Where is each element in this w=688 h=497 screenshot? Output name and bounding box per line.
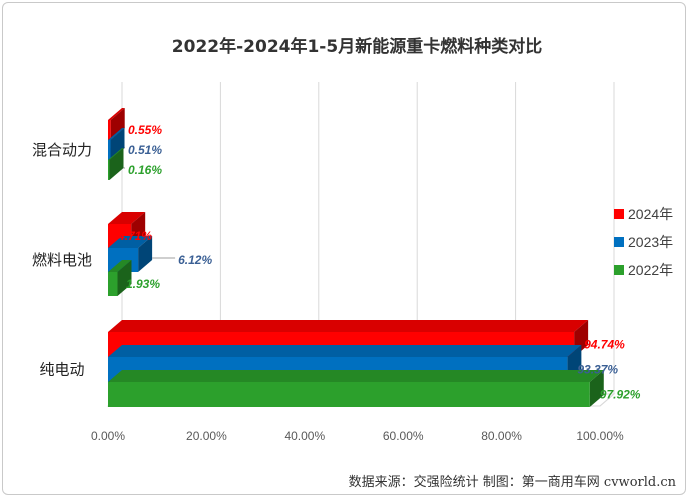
x-tick-label: 0.00% <box>91 429 125 443</box>
bar-side-face <box>589 370 604 407</box>
bar <box>108 160 110 180</box>
bar-top-face <box>108 370 604 382</box>
bar-side-face <box>138 236 153 272</box>
source-note: 数据来源：交强险统计 制图：第一商用车网 cvworld.cn <box>349 474 677 490</box>
data-label: 97.92% <box>600 388 641 402</box>
data-label: 1.93% <box>126 277 160 291</box>
data-label: 4.71% <box>117 229 152 243</box>
bar <box>108 382 590 407</box>
bar-top-face <box>108 345 582 357</box>
x-tick-label: 60.00% <box>383 429 424 443</box>
bar-top-face <box>108 260 132 272</box>
bar-side-face <box>110 108 125 140</box>
legend: 2024年 2023年 2022年 <box>614 206 673 278</box>
bars <box>108 108 604 407</box>
bar-side-face <box>109 148 124 180</box>
category-label: 混合动力 <box>32 141 92 159</box>
data-label: 94.74% <box>584 338 625 352</box>
bar <box>108 120 111 140</box>
x-tick-label: 100.00% <box>576 429 624 443</box>
data-label: 93.37% <box>577 363 618 377</box>
legend-swatch <box>614 265 624 275</box>
legend-label: 2023年 <box>628 234 673 250</box>
bar-side-face <box>117 260 132 296</box>
data-label: 0.16% <box>128 163 162 177</box>
x-tick-label: 40.00% <box>284 429 325 443</box>
legend-swatch <box>614 209 624 219</box>
legend-label: 2022年 <box>628 262 673 278</box>
bar-top-face <box>108 320 589 332</box>
category-label: 燃料电池 <box>32 251 92 269</box>
x-axis: 0.00% 20.00% 40.00% 60.00% 80.00% 100.00% <box>91 429 624 443</box>
bar-top-face <box>108 108 125 120</box>
x-tick-label: 80.00% <box>481 429 522 443</box>
bar-side-face <box>110 128 125 160</box>
bar-top-face <box>108 212 146 224</box>
bar-top-face <box>108 236 153 248</box>
x-tick-label: 20.00% <box>186 429 227 443</box>
bar <box>108 140 111 160</box>
category-label: 纯电动 <box>39 361 84 379</box>
chart-title: 2022年-2024年1-5月新能源重卡燃料种类对比 <box>172 36 542 57</box>
data-label: 0.55% <box>128 123 162 137</box>
legend-swatch <box>614 237 624 247</box>
data-labels: 0.55% 0.51% 0.16% 4.71% 6.12% 1.93% 94.74% 93.3… <box>117 123 641 402</box>
bar-top-face <box>108 128 125 140</box>
bar <box>108 272 118 296</box>
data-label: 0.51% <box>128 143 162 157</box>
bar-top-face <box>108 148 124 160</box>
legend-label: 2024年 <box>628 206 673 222</box>
data-label: 6.12% <box>178 253 212 267</box>
